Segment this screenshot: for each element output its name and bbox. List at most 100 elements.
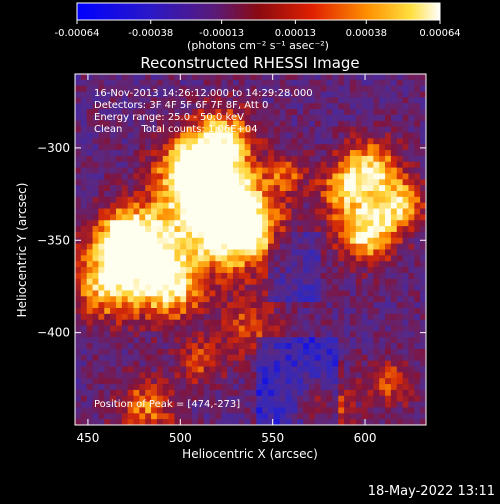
heatmap-cell xyxy=(420,126,427,133)
heatmap-cell xyxy=(232,196,240,204)
heatmap-cell xyxy=(151,150,158,157)
heatmap-cell xyxy=(373,114,380,122)
heatmap-cell xyxy=(139,114,146,122)
heatmap-cell xyxy=(303,109,310,116)
heatmap-cell xyxy=(402,337,409,344)
heatmap-cell xyxy=(402,155,409,163)
heatmap-cell xyxy=(86,313,93,321)
heatmap-cell xyxy=(151,91,158,98)
heatmap-cell xyxy=(197,208,205,215)
heatmap-cell xyxy=(250,85,257,92)
colorbar-ticks: -0.00064 -0.00038 -0.00013 0.00013 0.00038 0.… xyxy=(55,20,461,39)
heatmap-cell xyxy=(408,395,415,402)
heatmap-cell xyxy=(180,372,187,379)
heatmap-cell xyxy=(408,150,415,157)
heatmap-cell xyxy=(385,272,392,280)
heatmap-cell xyxy=(402,150,409,157)
heatmap-cell xyxy=(80,167,88,174)
heatmap-cell xyxy=(262,272,269,280)
heatmap-cell xyxy=(285,167,292,174)
heatmap-cell xyxy=(232,302,240,309)
heatmap-cell xyxy=(326,97,333,104)
heatmap-cell xyxy=(262,150,269,157)
heatmap-cell xyxy=(197,384,205,391)
heatmap-cell xyxy=(262,378,269,385)
heatmap-cell xyxy=(162,167,169,174)
heatmap-cell xyxy=(127,354,134,362)
heatmap-cell xyxy=(279,226,286,233)
heatmap-cell xyxy=(396,155,403,163)
heatmap-cell xyxy=(256,132,263,139)
heatmap-cell xyxy=(262,284,269,291)
heatmap-cell xyxy=(168,144,175,151)
heatmap-cell xyxy=(414,150,421,157)
heatmap-cell xyxy=(332,243,339,250)
heatmap-cell xyxy=(75,132,82,139)
heatmap-cell xyxy=(203,208,210,215)
heatmap-cell xyxy=(139,196,146,204)
heatmap-cell xyxy=(297,313,304,321)
heatmap-cell xyxy=(168,267,175,274)
heatmap-cell xyxy=(98,120,105,128)
heatmap-cell xyxy=(121,120,129,128)
heatmap-cell xyxy=(162,179,169,186)
heatmap-cell xyxy=(127,237,134,245)
heatmap-cell xyxy=(133,325,140,332)
heatmap-cell xyxy=(314,120,322,128)
heatmap-cell xyxy=(297,348,304,356)
heatmap-cell xyxy=(203,126,210,133)
heatmap-cell xyxy=(396,237,403,245)
heatmap-cell xyxy=(373,325,380,332)
heatmap-cell xyxy=(98,407,105,414)
heatmap-cell xyxy=(80,343,88,350)
heatmap-cell xyxy=(121,319,129,326)
heatmap-cell xyxy=(244,384,251,391)
heatmap-cell xyxy=(332,325,339,332)
heatmap-cell xyxy=(151,272,158,280)
heatmap-cell xyxy=(367,278,374,285)
heatmap-cell xyxy=(279,331,286,338)
heatmap-cell xyxy=(349,401,357,408)
heatmap-cell xyxy=(215,272,222,280)
heatmap-cell xyxy=(180,243,187,250)
heatmap-cell xyxy=(256,366,263,373)
heatmap-cell xyxy=(379,255,386,262)
heatmap-cell xyxy=(145,302,152,309)
heatmap-cell xyxy=(156,144,164,151)
heatmap-cell xyxy=(221,337,228,344)
heatmap-cell xyxy=(215,372,222,379)
heatmap-cell xyxy=(314,226,322,233)
heatmap-cell xyxy=(349,384,357,391)
heatmap-cell xyxy=(268,384,275,391)
heatmap-cell xyxy=(86,74,93,81)
heatmap-cell xyxy=(121,249,129,256)
heatmap-cell xyxy=(156,278,164,285)
heatmap-cell xyxy=(127,74,134,81)
heatmap-cell xyxy=(402,74,409,81)
heatmap-cell xyxy=(344,348,351,356)
heatmap-cell xyxy=(174,290,181,297)
heatmap-cell xyxy=(303,255,310,262)
heatmap-cell xyxy=(326,284,333,291)
heatmap-cell xyxy=(197,144,205,151)
heatmap-cell xyxy=(139,167,146,174)
heatmap-cell xyxy=(238,85,246,92)
heatmap-cell xyxy=(180,278,187,285)
heatmap-cell xyxy=(408,185,415,192)
heatmap-cell xyxy=(402,179,409,186)
heatmap-cell xyxy=(180,144,187,151)
heatmap-cell xyxy=(373,290,380,297)
heatmap-cell xyxy=(232,150,240,157)
heatmap-cell xyxy=(110,302,117,309)
heatmap-cell xyxy=(408,226,415,233)
heatmap-cell xyxy=(420,120,427,128)
heatmap-cell xyxy=(396,144,403,151)
heatmap-cell xyxy=(110,272,117,280)
heatmap-cell xyxy=(75,220,82,227)
heatmap-cell xyxy=(273,302,281,309)
heatmap-cell xyxy=(273,278,281,285)
heatmap-cell xyxy=(227,161,234,168)
heatmap-cell xyxy=(303,313,310,321)
heatmap-cell xyxy=(396,243,403,250)
heatmap-cell xyxy=(174,360,181,367)
